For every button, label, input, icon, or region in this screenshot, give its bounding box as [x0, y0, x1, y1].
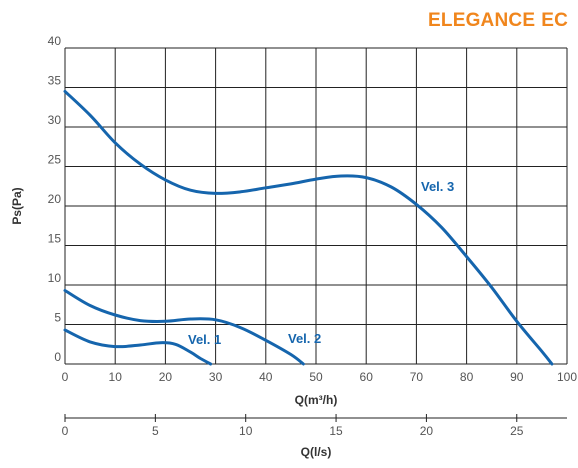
- x2-axis-label: Q(l/s): [301, 445, 332, 459]
- brand-title: ELEGANCE EC: [428, 10, 568, 32]
- x-tick-label: 40: [259, 370, 273, 384]
- secondary-x-axis: 0 5 10 15 20 25: [62, 414, 567, 438]
- x-tick-label: 50: [309, 370, 323, 384]
- y-axis-ticks: 0 5 10 15 20 25 30 35 40: [48, 34, 62, 364]
- curve-label-vel-3: Vel. 3: [421, 179, 454, 194]
- x-tick-label: 70: [410, 370, 424, 384]
- brand-title-part2: EC: [541, 10, 568, 31]
- curve-vel-3: [63, 89, 554, 366]
- x-tick-label: 20: [159, 370, 173, 384]
- x-tick-label: 30: [209, 370, 223, 384]
- x2-tick-label: 0: [62, 424, 69, 438]
- x2-tick-label: 15: [329, 424, 343, 438]
- x-tick-label: 60: [360, 370, 374, 384]
- x-tick-label: 80: [460, 370, 474, 384]
- y-tick-label: 15: [48, 232, 62, 246]
- x-tick-label: 90: [510, 370, 524, 384]
- curve-label-vel-2: Vel. 2: [288, 331, 321, 346]
- y-tick-label: 25: [48, 153, 62, 167]
- curve-vel-2: [63, 289, 305, 366]
- x2-tick-label: 20: [420, 424, 434, 438]
- y-tick-label: 10: [48, 271, 62, 285]
- x-tick-label: 100: [557, 370, 577, 384]
- y-axis-label: Ps(Pa): [10, 187, 24, 224]
- y-tick-label: 30: [48, 113, 62, 127]
- x2-tick-label: 5: [152, 424, 159, 438]
- x-axis-ticks: 0 10 20 30 40 50 60 70 80 90 100: [62, 370, 578, 384]
- x-tick-label: 0: [62, 370, 69, 384]
- x-tick-label: 10: [109, 370, 123, 384]
- brand-title-part1: ELEGANCE: [428, 10, 536, 31]
- y-tick-label: 0: [54, 350, 61, 364]
- grid-lines: [64, 47, 568, 365]
- y-tick-label: 35: [48, 74, 62, 88]
- x2-tick-label: 10: [239, 424, 253, 438]
- x2-tick-label: 25: [510, 424, 524, 438]
- y-tick-label: 40: [48, 34, 62, 48]
- x-axis-label: Q(m³/h): [295, 393, 338, 407]
- curve-vel-1: [63, 328, 213, 366]
- y-tick-label: 5: [54, 311, 61, 325]
- curve-label-vel-1: Vel. 1: [188, 332, 221, 347]
- y-tick-label: 20: [48, 192, 62, 206]
- performance-curves: Vel. 3 Vel. 2 Vel. 1: [63, 89, 554, 366]
